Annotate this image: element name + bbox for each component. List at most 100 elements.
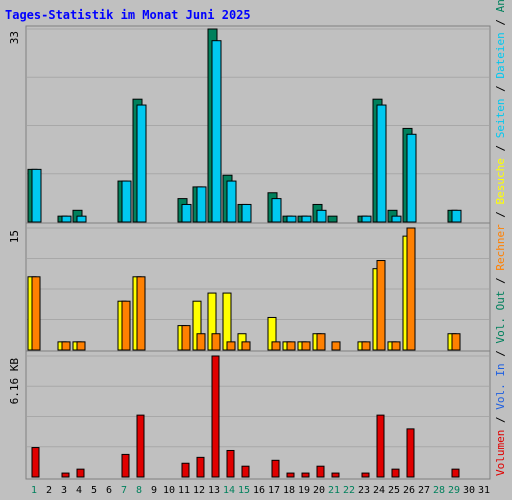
x-tick-label-day-15: 15: [238, 485, 250, 496]
bar-volume-volumen-day-29: [451, 468, 460, 478]
bar-pages-visits-rechner-day-3: [61, 341, 71, 351]
bar-pages-visits-rechner-day-13: [211, 333, 221, 351]
legend-item-besuche: Besuche: [494, 158, 507, 204]
bars: [27, 28, 462, 478]
x-tick-label-day-26: 26: [403, 485, 415, 496]
x-tick-label-day-28: 28: [433, 485, 445, 496]
x-tick-label-day-2: 2: [46, 485, 52, 496]
x-tick-label-day-3: 3: [61, 485, 67, 496]
bar-volume-volumen-day-4: [76, 468, 85, 478]
x-tick-label-day-13: 13: [208, 485, 220, 496]
x-tick-label-day-23: 23: [358, 485, 370, 496]
bar-hits-files-dateien-day-26: [406, 133, 417, 223]
bar-hits-files-dateien-day-4: [76, 215, 87, 223]
y-max-label-hits-files: 33: [8, 31, 21, 44]
bar-volume-volumen-day-23: [361, 472, 370, 478]
bar-hits-files-dateien-day-1: [31, 168, 42, 223]
x-tick-label-day-25: 25: [388, 485, 400, 496]
bar-volume-volumen-day-14: [226, 449, 235, 478]
bar-pages-visits-rechner-day-17: [271, 341, 281, 351]
x-tick-label-day-21: 21: [328, 485, 340, 496]
bar-pages-visits-rechner-day-7: [121, 300, 131, 351]
x-tick-label-day-30: 30: [463, 485, 475, 496]
x-tick-label-day-17: 17: [268, 485, 280, 496]
bar-hits-files-dateien-day-20: [316, 209, 327, 223]
legend-separator: /: [494, 12, 507, 32]
bar-volume-volumen-day-18: [286, 472, 295, 478]
x-tick-label-day-20: 20: [313, 485, 325, 496]
bar-pages-visits-rechner-day-29: [451, 333, 461, 351]
bar-pages-visits-rechner-day-1: [31, 276, 41, 351]
x-tick-label-day-22: 22: [343, 485, 355, 496]
x-tick-label-day-24: 24: [373, 485, 385, 496]
x-tick-label-day-1: 1: [31, 485, 37, 496]
bar-pages-visits-rechner-day-14: [226, 341, 236, 351]
bar-pages-visits-rechner-day-12: [196, 333, 206, 351]
panel-frame-hits-files: [25, 25, 491, 224]
bar-hits-files-dateien-day-8: [136, 104, 147, 223]
y-max-label-volume: 6.16 KB: [8, 358, 21, 405]
legend-separator: /: [494, 204, 507, 224]
x-tick-label-day-11: 11: [178, 485, 190, 496]
bar-hits-files-dateien-day-25: [391, 215, 402, 223]
bar-hits-files-dateien-day-14: [226, 180, 237, 223]
bar-pages-visits-rechner-day-26: [406, 227, 416, 351]
bar-hits-files-dateien-day-12: [196, 186, 207, 223]
bar-hits-files-dateien-day-19: [301, 215, 312, 223]
bar-volume-volumen-day-7: [121, 453, 130, 478]
legend-item-dateien: Dateien: [494, 32, 507, 78]
bar-pages-visits-rechner-day-11: [181, 325, 191, 351]
bar-volume-volumen-day-24: [376, 414, 385, 478]
chart-title: Tages-Statistik im Monat Juni 2025: [5, 8, 251, 22]
bar-volume-volumen-day-1: [31, 447, 40, 478]
y-max-label-pages-visits: 15: [8, 230, 21, 243]
x-tick-label-day-4: 4: [76, 485, 82, 496]
bar-pages-visits-rechner-day-19: [301, 341, 311, 351]
x-axis-day-labels: 1 2 3 4 5 6 7 8 9 10 11 12 13 14 15 16 17 18 19 20 21 22 23 24 2…: [31, 485, 490, 496]
bar-volume-volumen-day-11: [181, 462, 190, 478]
x-tick-label-day-5: 5: [91, 485, 97, 496]
x-tick-label-day-27: 27: [418, 485, 430, 496]
bar-volume-volumen-day-21: [331, 472, 340, 478]
bar-hits-files-dateien-day-23: [361, 215, 372, 223]
bar-pages-visits-rechner-day-24: [376, 260, 386, 351]
bar-pages-visits-rechner-day-8: [136, 276, 146, 351]
panel-frame-volume: [25, 350, 491, 480]
legend-text: Volumen / Vol. In / Vol. Out / Rechner /…: [494, 0, 507, 476]
x-tick-label-day-7: 7: [121, 485, 127, 496]
legend-item-anfragen: Anfragen: [494, 0, 507, 12]
legend-separator: /: [494, 410, 507, 430]
x-tick-label-day-31: 31: [478, 485, 490, 496]
x-tick-label-day-18: 18: [283, 485, 295, 496]
bar-volume-volumen-day-17: [271, 459, 280, 478]
bar-hits-files-dateien-day-11: [181, 203, 192, 223]
bar-volume-volumen-day-26: [406, 428, 415, 478]
bar-hits-files-dateien-day-3: [61, 215, 72, 223]
x-tick-label-day-19: 19: [298, 485, 310, 496]
bar-volume-volumen-day-15: [241, 465, 250, 478]
legend-item-seiten: Seiten: [494, 98, 507, 138]
legend-separator: /: [494, 271, 507, 291]
bar-pages-visits-rechner-day-23: [361, 341, 371, 351]
legend-separator: /: [494, 344, 507, 364]
legend-item-volumen: Volumen: [494, 430, 507, 476]
x-tick-label-day-8: 8: [136, 485, 142, 496]
bar-hits-files-dateien-day-24: [376, 104, 387, 223]
bar-pages-visits-rechner-day-18: [286, 341, 296, 351]
legend-item-vol-in: Vol. In: [494, 363, 507, 409]
legend-separator: /: [494, 138, 507, 158]
legend-separator: /: [494, 79, 507, 99]
legend-item-vol-out: Vol. Out: [494, 291, 507, 344]
bar-volume-volumen-day-13: [211, 355, 220, 478]
bar-pages-visits-rechner-day-15: [241, 341, 251, 351]
bar-hits-files-anfragen-day-21: [327, 215, 338, 223]
legend-item-rechner: Rechner: [494, 224, 507, 271]
bar-pages-visits-rechner-day-20: [316, 333, 326, 351]
x-tick-label-day-10: 10: [163, 485, 175, 496]
bar-hits-files-dateien-day-7: [121, 180, 132, 223]
bar-pages-visits-rechner-day-25: [391, 341, 401, 351]
bar-hits-files-dateien-day-29: [451, 209, 462, 223]
x-tick-label-day-29: 29: [448, 485, 460, 496]
bar-pages-visits-rechner-day-4: [76, 341, 86, 351]
